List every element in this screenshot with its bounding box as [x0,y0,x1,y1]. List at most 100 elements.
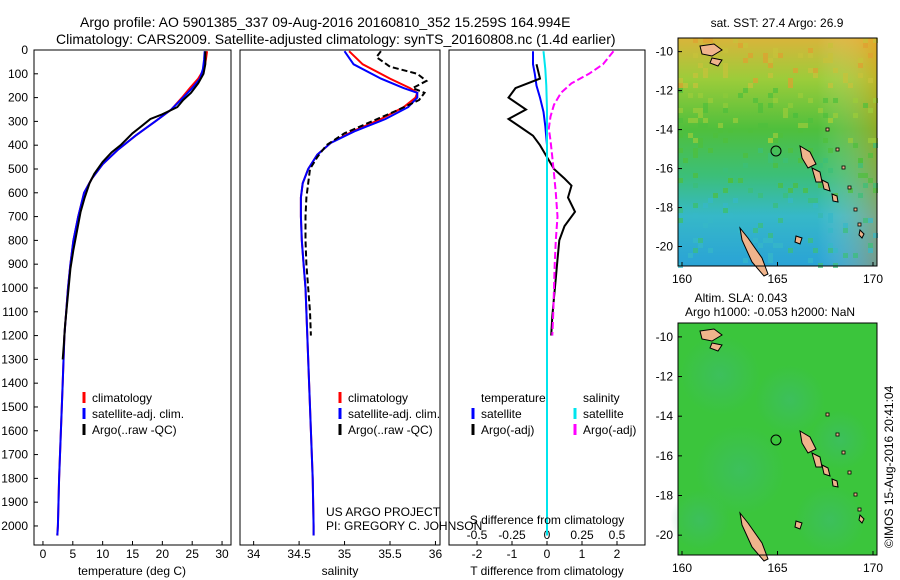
sst-pixel [723,138,728,143]
temperature-x-tick-label: 15 [126,547,140,561]
sst-pixel [748,53,753,58]
sst-pixel [828,58,833,63]
land-island [739,226,769,277]
legend-label: satellite [583,407,624,421]
land-island [709,342,723,352]
sst-pixel [858,158,863,163]
sla-map: Altim. SLA: 0.043 Argo h1000: -0.053 h20… [656,291,884,575]
sst-pixel [678,208,683,213]
depth-tick-label: 1800 [1,471,28,485]
sst-pixel [693,83,698,88]
sst-pixel [848,83,853,88]
legend-label: climatology [92,391,152,405]
sst-pixel [693,38,698,43]
sst-pixel [758,223,763,228]
credit-line-2: PI: GREGORY C. JOHNSON [326,519,482,533]
sst-pixel [688,118,693,123]
difference-x-ticks: -2 -1 0 1 2 [472,541,621,561]
sst-pixel [868,138,873,143]
sst-pixel [823,158,828,163]
header-line-1: Argo profile: AO 5901385_337 09-Aug-2016… [80,14,570,30]
sst-pixel [693,173,698,178]
salinity-x-tick-label: 35 [338,547,352,561]
sla-map-blobs [670,335,870,555]
sst-pixel [848,188,853,193]
sst-pixel [693,238,698,243]
sla-map-argo-marker [770,434,782,446]
difference-series-line [506,64,577,336]
sst-map-argo-marker [770,145,782,157]
sst-pixel [738,43,743,48]
sst-pixel [823,113,828,118]
sst-pixel [718,123,723,128]
sst-pixel [828,168,833,173]
difference-top-x-tick-label: 0.5 [609,528,626,542]
sst-pixel [783,193,788,198]
sst-pixel [693,213,698,218]
sst-pixel [743,58,748,63]
salinity-panel-frame [239,49,441,546]
sst-pixel [863,173,868,178]
temperature-panel-frame [33,49,232,546]
sst-pixel [698,123,703,128]
legend-label: Argo(-adj) [481,423,534,437]
sst-pixel [808,68,813,73]
temperature-x-ticks: 0 5 10 15 20 25 30 [40,541,229,561]
map-lon-label: 170 [863,561,883,575]
legend-label: climatology [348,391,408,405]
sst-pixel [693,108,698,113]
sst-map-lat-ticks: -10 -12 -14 -16 -18 -20 [656,45,682,254]
sst-pixel [703,223,708,228]
sst-pixel [823,138,828,143]
sst-pixel [788,198,793,203]
sst-pixel [763,238,768,243]
salinity-x-tick-label: 36 [429,547,443,561]
sst-pixel [863,103,868,108]
difference-x-tick-label: -1 [507,547,518,561]
land-islet [853,207,858,212]
sst-pixel [778,133,783,138]
sst-pixel [758,243,763,248]
sst-pixel [758,148,763,153]
depth-tick-label: 1600 [1,424,28,438]
depth-tick-label: 2000 [1,519,28,533]
map-lat-label: -16 [656,162,674,176]
sst-pixel [723,203,728,208]
sst-pixel [873,183,878,188]
sst-pixel [828,218,833,223]
land-island [709,57,723,67]
sst-pixel [768,73,773,78]
sst-pixel [843,228,848,233]
sst-pixel [708,38,713,43]
land-island [794,235,803,245]
sst-pixel [858,193,863,198]
sst-pixel [713,133,718,138]
land-island [831,193,839,203]
sst-map-lon-ticks: 160 165 170 [672,262,883,286]
sst-pixel [843,73,848,78]
sst-pixel [683,83,688,88]
sst-pixel [768,158,773,163]
sst-pixel [768,153,773,158]
sla-map-lat-ticks: -10 -12 -14 -16 -18 -20 [656,330,682,542]
sst-pixel [678,108,683,113]
sla-map-land [699,328,865,562]
sst-pixel [773,138,778,143]
sst-pixel [873,143,878,148]
sst-pixel [678,78,683,83]
depth-tick-label: 1700 [1,448,28,462]
sst-pixel [753,78,758,83]
land-island [858,513,865,524]
sst-pixel [798,123,803,128]
map-lat-label: -10 [656,330,674,344]
land-islet [847,185,852,190]
sst-pixel [678,118,683,123]
sst-pixel [698,113,703,118]
sst-pixel [788,103,793,108]
sst-pixel [703,203,708,208]
sst-pixel [723,168,728,173]
sst-pixel [808,118,813,123]
sst-pixel [678,83,683,88]
sst-pixel [833,248,838,253]
sst-pixel [723,93,728,98]
